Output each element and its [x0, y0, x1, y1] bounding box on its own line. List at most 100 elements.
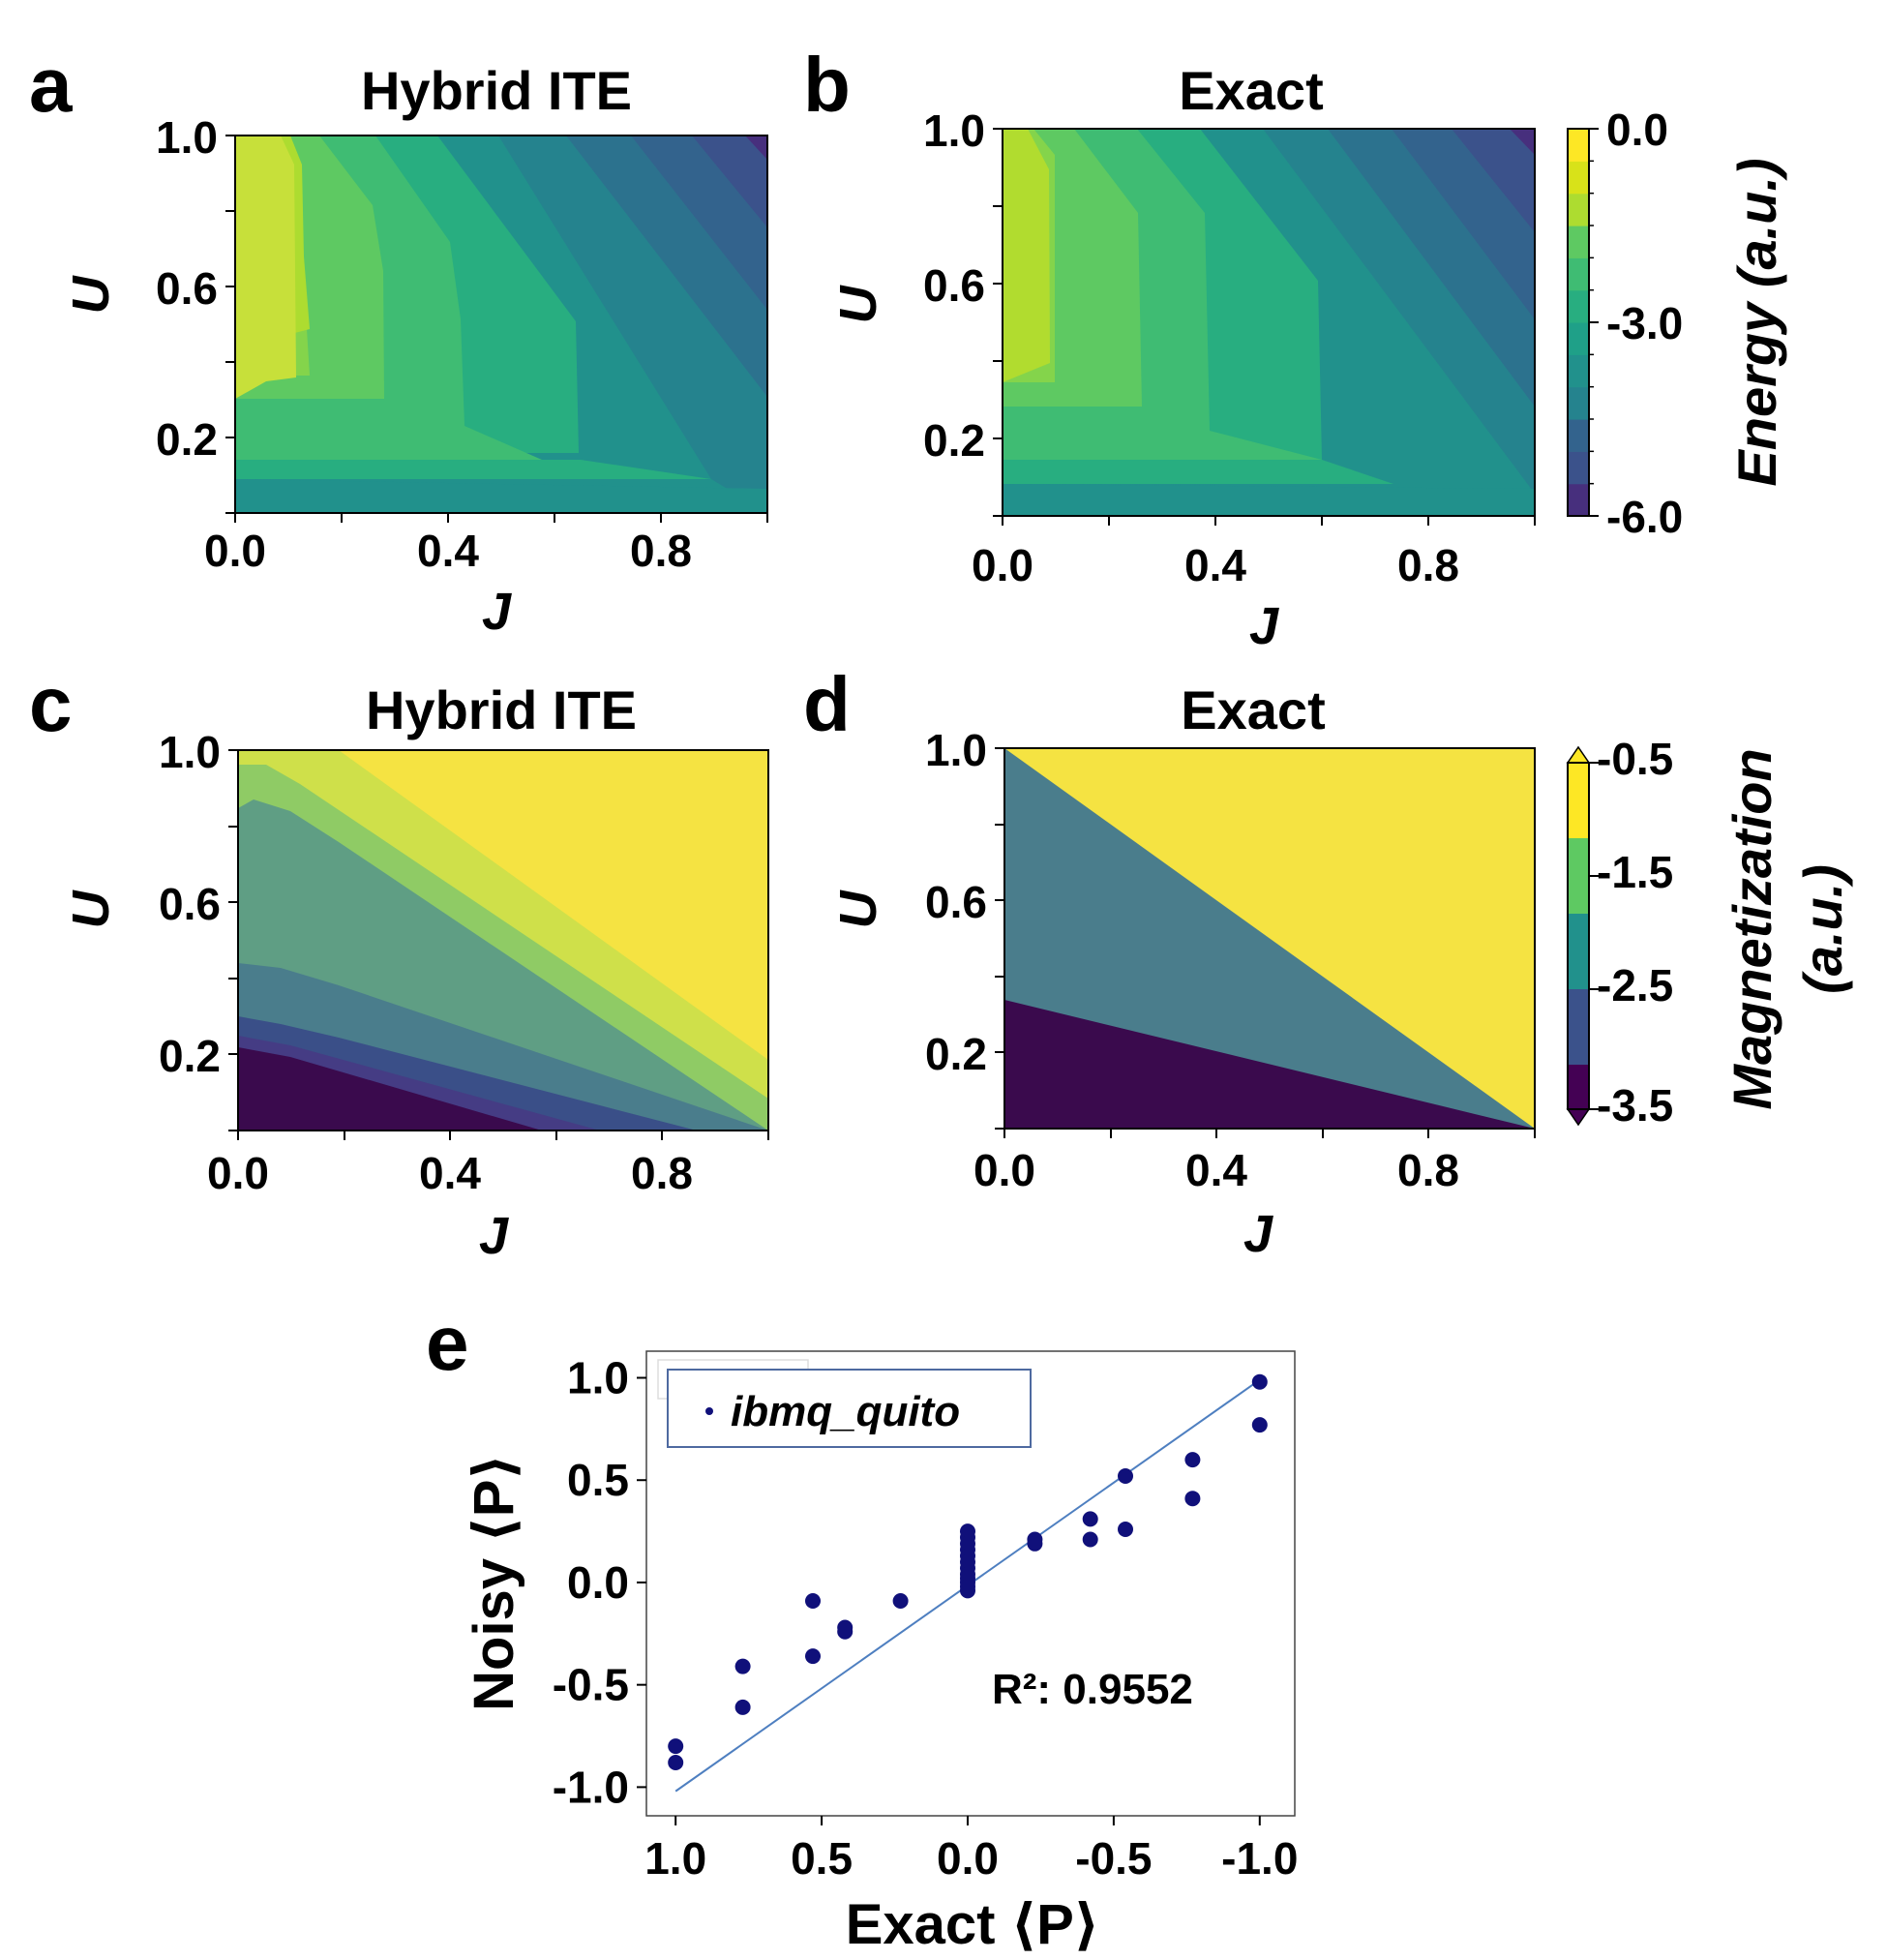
energy-band-0 — [1568, 483, 1589, 517]
energy-band-3 — [1568, 386, 1589, 420]
energy-band-8 — [1568, 226, 1589, 258]
panel-c-ytick-1: 0.6 — [159, 879, 221, 929]
magnetization-colorbar: -0.5 -1.5 -2.5 -3.5 Magnetization (a.u.) — [1566, 734, 1853, 1131]
mag-band-4 — [1568, 763, 1589, 838]
panel-b-xtick-2: 0.8 — [1397, 540, 1459, 590]
panel-c-ytick-0: 1.0 — [159, 727, 221, 777]
panel-d-ylabel: U — [829, 890, 887, 929]
panel-c-frame — [237, 749, 769, 1131]
panel-e-ytick-1: 0.5 — [567, 1455, 629, 1505]
energy-band-2 — [1568, 419, 1589, 452]
mag-band-3 — [1568, 838, 1589, 914]
panel-b-xtick-1: 0.4 — [1184, 540, 1246, 590]
panel-b-ticks — [993, 128, 1536, 526]
panel-c-xlabel: J — [479, 1207, 509, 1265]
panel-c-heatmap — [238, 750, 768, 1131]
panel-b-ytick-1: 0.6 — [923, 260, 985, 311]
panel-d-purple-region — [1004, 1000, 1535, 1129]
panel-c-ytick-2: 0.2 — [159, 1031, 221, 1081]
energy-band-6 — [1568, 289, 1589, 323]
panel-d-xtick-2: 0.8 — [1397, 1145, 1459, 1195]
panel-a-heatmap — [235, 136, 767, 513]
panel-a-title: Hybrid ITE — [361, 60, 632, 121]
panel-e-ticks: 1.0 0.5 0.0 -0.5 -1.0 1.0 0.5 0.0 -0.5 -1.0 — [553, 1352, 1299, 1884]
mag-tick-0: -0.5 — [1597, 734, 1673, 784]
energy-band-9 — [1568, 193, 1589, 226]
panel-e-point-4 — [805, 1593, 821, 1609]
panel-letter-a: a — [29, 42, 73, 128]
energy-colorbar: 0.0 -3.0 -6.0 Energy (a.u.) — [1567, 105, 1787, 542]
panel-e-point-8 — [892, 1593, 909, 1609]
panel-e-xtick-1: 0.5 — [791, 1833, 853, 1884]
panel-b-title: Exact — [1179, 60, 1323, 121]
panel-d-ytick-1: 0.6 — [925, 877, 987, 927]
panel-b-heatmap — [1003, 129, 1535, 516]
mag-extend-top — [1566, 745, 1591, 764]
energy-band-11 — [1568, 129, 1589, 162]
panel-e-point-20 — [960, 1583, 975, 1599]
panel-c-xtick-2: 0.8 — [631, 1148, 693, 1198]
panel-b-xlabel: J — [1249, 597, 1279, 655]
panel-e-point-7 — [837, 1623, 854, 1640]
panel-a-ytick-2: 0.2 — [156, 414, 218, 465]
panel-letter-d: d — [803, 661, 851, 747]
panel-d-title: Exact — [1181, 679, 1325, 740]
panel-a-ticks — [225, 135, 768, 523]
energy-tick-0: 0.0 — [1606, 105, 1668, 155]
panel-d: Exact 0.0 0.4 0.8 1.0 0.6 0.2 J U — [829, 679, 1536, 1263]
panel-d-xtick-0: 0.0 — [973, 1145, 1035, 1195]
panel-b-bottom-1 — [1003, 431, 1322, 460]
panel-a-ytick-1: 0.6 — [156, 263, 218, 314]
panel-b: Exact 0.0 0.4 0.8 1 — [829, 60, 1536, 655]
panel-b-ylabel: U — [829, 285, 887, 324]
panel-e-point-25 — [1118, 1468, 1133, 1484]
energy-colorbar-bands — [1568, 129, 1589, 517]
panel-b-bottom-3 — [1003, 484, 1535, 516]
panel-b-bottom-2 — [1003, 460, 1393, 484]
energy-band-5 — [1568, 322, 1589, 355]
panel-e-ylabel: Noisy ⟨P⟩ — [463, 1454, 525, 1711]
panel-a-xtick-2: 0.8 — [630, 526, 692, 576]
panel-e-point-1 — [668, 1755, 684, 1770]
panel-letter-e: e — [426, 1300, 469, 1386]
panel-e-point-22 — [1027, 1535, 1043, 1552]
panel-d-heatmap — [1004, 748, 1535, 1129]
panel-c-xtick-1: 0.4 — [419, 1148, 481, 1198]
panel-a-xlabel: J — [482, 583, 512, 641]
panel-e-point-23 — [1082, 1511, 1098, 1527]
panel-e-point-27 — [1184, 1452, 1201, 1468]
panel-e-legend-box — [667, 1369, 1032, 1448]
panel-d-ticks — [995, 747, 1536, 1138]
panel-e-ytick-3: -0.5 — [553, 1660, 629, 1710]
panel-b-yellow — [1003, 129, 1050, 382]
energy-tick-2: -6.0 — [1606, 492, 1683, 542]
panel-e-point-30 — [1251, 1417, 1268, 1433]
mag-colorbar-label-line1: Magnetization — [1722, 748, 1782, 1109]
panel-d-frame — [1003, 747, 1536, 1130]
panel-b-xtick-0: 0.0 — [972, 540, 1033, 590]
panel-e-ytick-0: 1.0 — [567, 1352, 629, 1402]
panel-e-ytick-4: -1.0 — [553, 1762, 629, 1812]
panel-a-bottom-2 — [235, 460, 711, 479]
energy-band-7 — [1568, 257, 1589, 291]
panel-e-point-0 — [668, 1738, 684, 1755]
mag-extend-bottom — [1566, 1108, 1591, 1127]
panel-e-xtick-0: 1.0 — [644, 1833, 706, 1884]
panel-d-xtick-1: 0.4 — [1185, 1145, 1247, 1195]
mag-colorbar-label-line2: (a.u.) — [1792, 864, 1853, 994]
panel-e-legend-marker — [705, 1407, 713, 1415]
panel-e-ytick-2: 0.0 — [567, 1557, 629, 1608]
panel-a-xtick-0: 0.0 — [204, 526, 266, 576]
panel-e-r2-annotation: R²: 0.9552 — [992, 1666, 1193, 1713]
energy-band-4 — [1568, 354, 1589, 388]
panel-e-point-24 — [1082, 1531, 1098, 1548]
panel-a-bottom-3 — [235, 479, 767, 513]
panel-e-point-5 — [805, 1648, 821, 1665]
mag-colorbar-frame — [1567, 762, 1590, 1110]
panel-d-ytick-2: 0.2 — [925, 1029, 987, 1079]
panel-b-ytick-0: 1.0 — [923, 106, 985, 156]
panel-e-xtick-3: -0.5 — [1075, 1833, 1152, 1884]
panel-e-legend-label: ibmq_quito — [731, 1388, 960, 1435]
panel-a-yellow — [235, 136, 296, 399]
